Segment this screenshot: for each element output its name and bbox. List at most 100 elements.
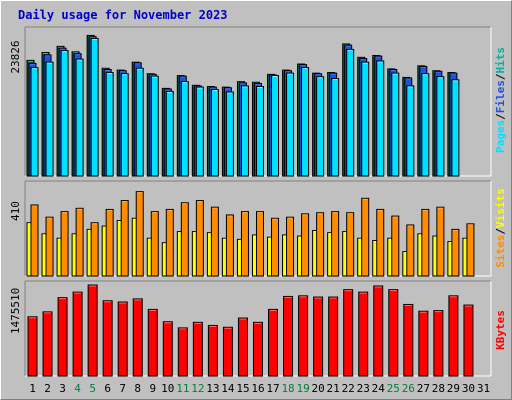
kbytes-bar-20 (313, 296, 324, 377)
sites-bar-5 (90, 222, 99, 277)
x-tick-label-12: 12 (191, 382, 204, 395)
kbytes-bar-27 (418, 310, 429, 377)
legend-label-visits: Visits (494, 188, 507, 228)
kbytes-bar-22 (343, 289, 354, 377)
pages-bar-14 (225, 91, 234, 177)
sites-bar-10 (165, 208, 174, 277)
pages-bar-22 (346, 48, 355, 177)
legend-label-kbytes: KBytes (494, 310, 507, 350)
pages-bar-9 (150, 75, 159, 177)
legend-sep: / (494, 73, 507, 80)
pages-bar-8 (135, 67, 144, 177)
x-tick-label-13: 13 (206, 382, 219, 395)
kbytes-bar-1 (27, 316, 38, 377)
sites-bar-30 (466, 223, 475, 277)
pages-bar-16 (255, 86, 264, 177)
legend-label-pages: Pages (494, 120, 507, 153)
x-tick-label-9: 9 (149, 382, 156, 395)
pages-bar-28 (436, 76, 445, 177)
kbytes-bar-3 (57, 297, 68, 377)
pages-bar-4 (75, 58, 84, 177)
sites-bar-16 (255, 211, 264, 277)
x-tick-label-5: 5 (89, 382, 96, 395)
sites-bar-14 (225, 214, 234, 277)
chart-title: Daily usage for November 2023 (18, 8, 228, 22)
x-tick-label-11: 11 (176, 382, 189, 395)
x-tick-label-2: 2 (44, 382, 51, 395)
legend-label-files: Files (494, 80, 507, 113)
ymax-label-1: 410 (9, 201, 22, 221)
sites-bar-22 (346, 212, 355, 277)
pages-bar-1 (30, 67, 39, 177)
x-tick-label-15: 15 (236, 382, 249, 395)
kbytes-bar-7 (117, 301, 128, 377)
kbytes-bar-26 (403, 303, 414, 377)
pages-bar-27 (421, 73, 430, 177)
x-tick-label-16: 16 (251, 382, 264, 395)
kbytes-bar-19 (298, 295, 309, 377)
sites-bar-29 (451, 228, 460, 277)
ymax-label-2: 1475510 (9, 288, 22, 334)
sites-bar-15 (240, 211, 249, 277)
pages-bar-17 (271, 75, 280, 177)
x-tick-label-3: 3 (59, 382, 66, 395)
pages-bar-19 (301, 67, 310, 177)
kbytes-bar-5 (87, 284, 98, 377)
legend-1: Sites/Visits (494, 188, 507, 268)
pages-bar-5 (90, 37, 99, 177)
x-tick-label-27: 27 (417, 382, 430, 395)
x-tick-label-31: 31 (477, 382, 490, 395)
pages-bar-20 (316, 76, 325, 177)
kbytes-bar-15 (237, 317, 248, 377)
sites-bar-21 (331, 211, 340, 277)
kbytes-bar-18 (283, 295, 294, 377)
sites-bar-12 (195, 200, 204, 277)
kbytes-bar-13 (207, 324, 218, 377)
kbytes-bar-14 (222, 326, 233, 377)
sites-bar-7 (120, 200, 129, 277)
pages-bar-26 (406, 85, 415, 177)
pages-bar-3 (60, 50, 69, 177)
kbytes-bar-12 (192, 321, 203, 377)
x-tick-label-19: 19 (296, 382, 309, 395)
kbytes-bar-28 (433, 310, 444, 377)
sites-bar-2 (45, 216, 54, 277)
kbytes-bar-4 (72, 291, 83, 377)
pages-bar-23 (361, 61, 370, 177)
x-tick-label-23: 23 (357, 382, 370, 395)
pages-bar-2 (45, 61, 54, 177)
pages-bar-10 (165, 90, 174, 177)
legend-sep: / (494, 228, 507, 235)
sites-bar-1 (30, 204, 39, 277)
kbytes-bar-6 (102, 300, 113, 377)
x-tick-label-28: 28 (432, 382, 445, 395)
sites-bar-26 (406, 224, 415, 277)
pages-bar-13 (210, 89, 219, 177)
x-tick-label-8: 8 (134, 382, 141, 395)
sites-bar-24 (376, 208, 385, 277)
legend-label-hits: Hits (494, 47, 507, 74)
sites-bar-20 (316, 212, 325, 277)
x-tick-label-14: 14 (221, 382, 235, 395)
x-tick-label-18: 18 (281, 382, 294, 395)
sites-bar-4 (75, 207, 84, 277)
pages-bar-29 (451, 79, 460, 177)
x-tick-label-24: 24 (372, 382, 386, 395)
x-tick-label-22: 22 (342, 382, 355, 395)
sites-bar-3 (60, 211, 69, 277)
kbytes-bar-10 (162, 321, 173, 377)
kbytes-bar-2 (42, 311, 53, 377)
kbytes-bar-9 (147, 308, 158, 377)
sites-bar-9 (150, 211, 159, 277)
x-tick-label-29: 29 (447, 382, 460, 395)
x-tick-label-17: 17 (266, 382, 279, 395)
sites-bar-13 (210, 206, 219, 277)
sites-bar-28 (436, 206, 445, 277)
legend-0: Pages/Files/Hits (494, 47, 507, 153)
ymax-label-0: 23826 (9, 40, 22, 73)
pages-bar-15 (240, 85, 249, 177)
pages-bar-18 (286, 72, 295, 177)
x-tick-label-4: 4 (74, 382, 81, 395)
kbytes-bar-16 (252, 321, 263, 377)
